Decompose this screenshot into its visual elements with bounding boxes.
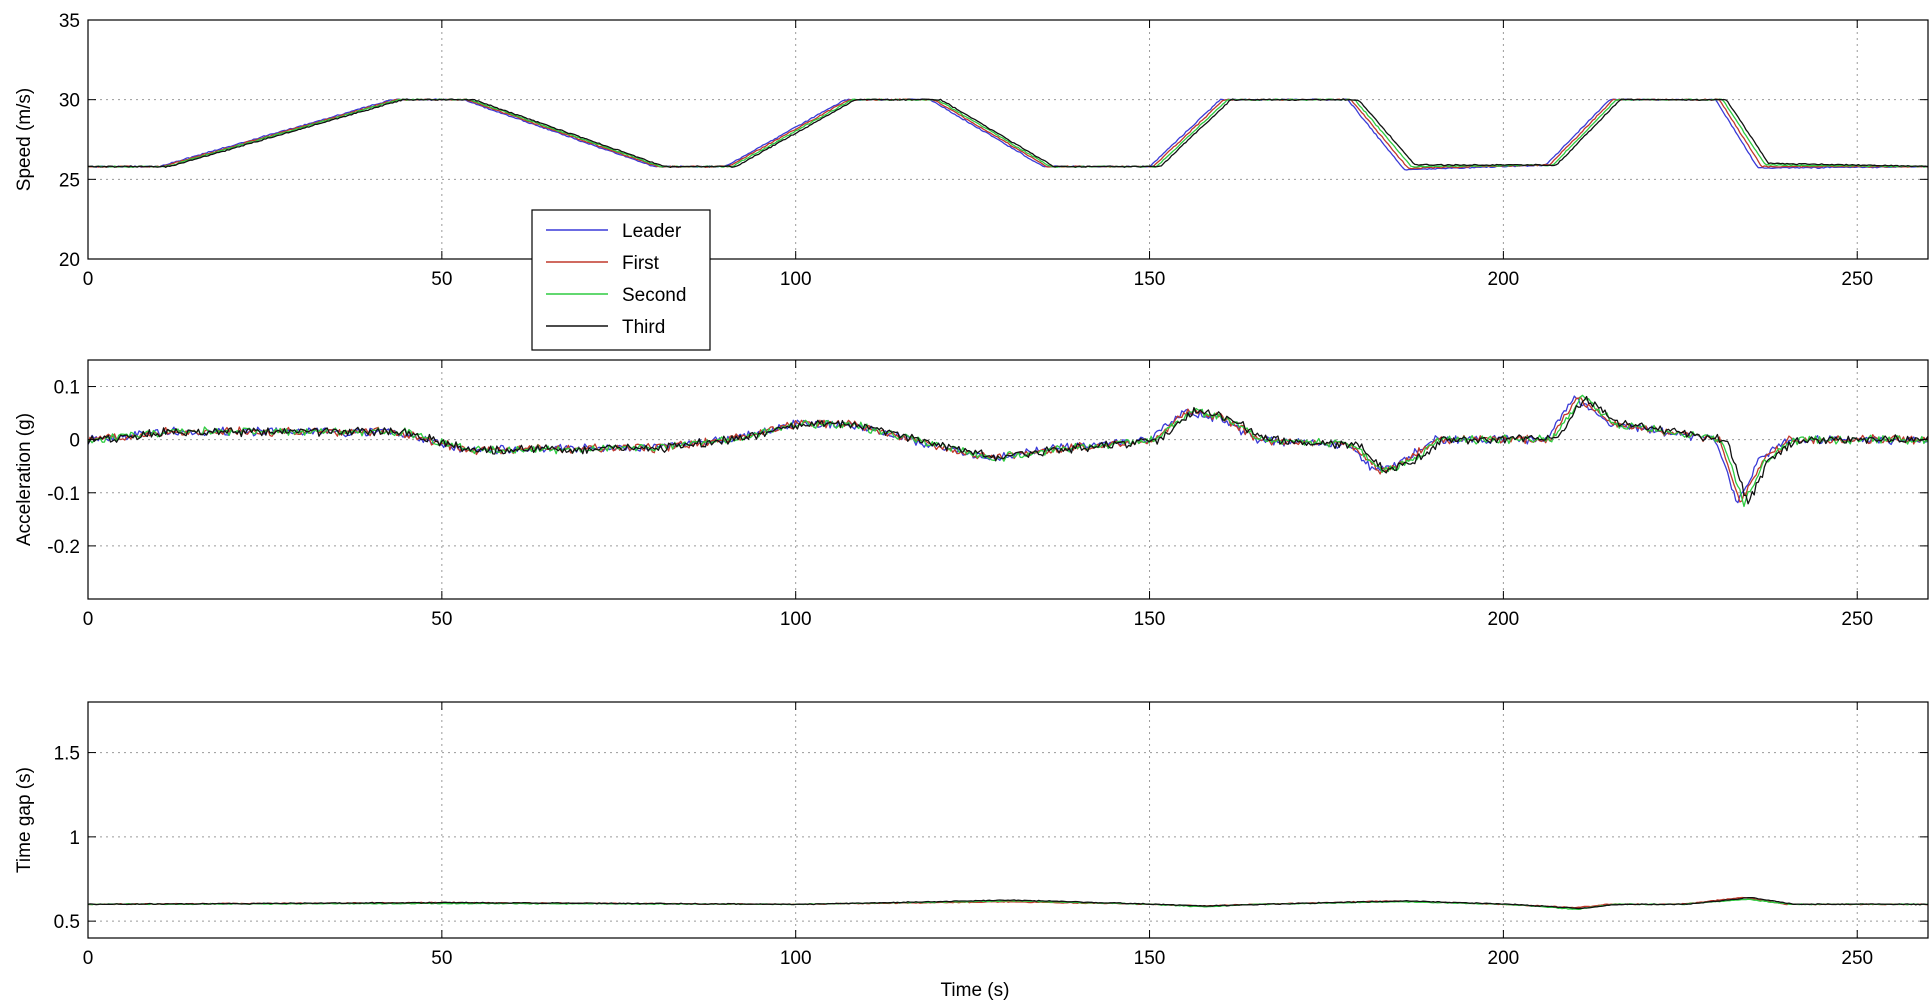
legend: Leader First Second Third — [531, 209, 711, 351]
time-gap-xtick-label: 150 — [1134, 948, 1166, 969]
speed-xtick-label: 100 — [780, 269, 812, 290]
speed-axes-frame — [87, 19, 1929, 260]
speed-xtick-label: 0 — [83, 269, 94, 290]
acceleration-xtick-label: 0 — [83, 609, 94, 630]
acceleration-ytick-label: -0.1 — [47, 484, 80, 505]
acceleration-axes-frame — [87, 359, 1929, 600]
time-gap-xtick-label: 200 — [1488, 948, 1520, 969]
time-gap-ytick-label: 1 — [69, 828, 80, 849]
speed-series-group — [88, 98, 1928, 171]
acceleration-series-third — [88, 395, 1928, 505]
legend-box — [531, 209, 711, 351]
acceleration-xtick-label: 100 — [780, 609, 812, 630]
time-gap-axes-frame — [87, 701, 1929, 939]
speed-panel: 0 50 100 150 200 250 20 25 30 35 Speed (m/s) — [14, 11, 1929, 290]
acceleration-ytick-label: 0.1 — [54, 378, 80, 399]
time-gap-xtick-label: 50 — [431, 948, 452, 969]
speed-ytick-label: 30 — [59, 91, 80, 112]
legend-label-leader: Leader — [622, 221, 682, 242]
time-gap-ytick-label: 1.5 — [54, 744, 80, 765]
acceleration-xtick-label: 50 — [431, 609, 452, 630]
speed-ytick-label: 25 — [59, 170, 80, 191]
time-gap-series-third — [88, 896, 1928, 910]
acceleration-ylabel: Acceleration (g) — [14, 413, 35, 546]
legend-label-second: Second — [622, 285, 686, 306]
acceleration-series-leader — [88, 395, 1928, 504]
legend-label-third: Third — [622, 317, 665, 338]
time-gap-ytick-label: 0.5 — [54, 912, 80, 933]
acceleration-xtick-label: 250 — [1841, 609, 1873, 630]
acceleration-xtick-label: 200 — [1488, 609, 1520, 630]
acceleration-panel: 0 50 100 150 200 250 -0.2 -0.1 0 0.1 Acceleration … — [14, 359, 1929, 630]
time-gap-xtick-label: 100 — [780, 948, 812, 969]
speed-xtick-label: 200 — [1488, 269, 1520, 290]
speed-ytick-label: 35 — [59, 11, 80, 32]
speed-xtick-label: 50 — [431, 269, 452, 290]
legend-label-first: First — [622, 253, 660, 274]
time-gap-plot-area — [88, 702, 1928, 938]
speed-series-third — [88, 98, 1928, 168]
acceleration-series-group — [88, 394, 1928, 508]
speed-xtick-label: 150 — [1134, 269, 1166, 290]
acceleration-ytick-label: -0.2 — [47, 537, 80, 558]
acceleration-plot-area — [88, 360, 1928, 599]
time-gap-series-group — [88, 896, 1928, 911]
speed-ylabel: Speed (m/s) — [14, 88, 35, 191]
time-gap-xlabel: Time (s) — [941, 980, 1010, 1001]
acceleration-ytick-label: 0 — [69, 431, 80, 452]
time-gap-ylabel: Time gap (s) — [14, 767, 35, 873]
speed-ytick-label: 20 — [59, 250, 80, 271]
time-gap-panel: 0 50 100 150 200 250 0.5 1 1.5 Time gap (s) Time (… — [14, 701, 1929, 1001]
time-gap-xtick-label: 0 — [83, 948, 94, 969]
speed-xtick-label: 250 — [1841, 269, 1873, 290]
time-gap-xtick-label: 250 — [1841, 948, 1873, 969]
acceleration-xtick-label: 150 — [1134, 609, 1166, 630]
